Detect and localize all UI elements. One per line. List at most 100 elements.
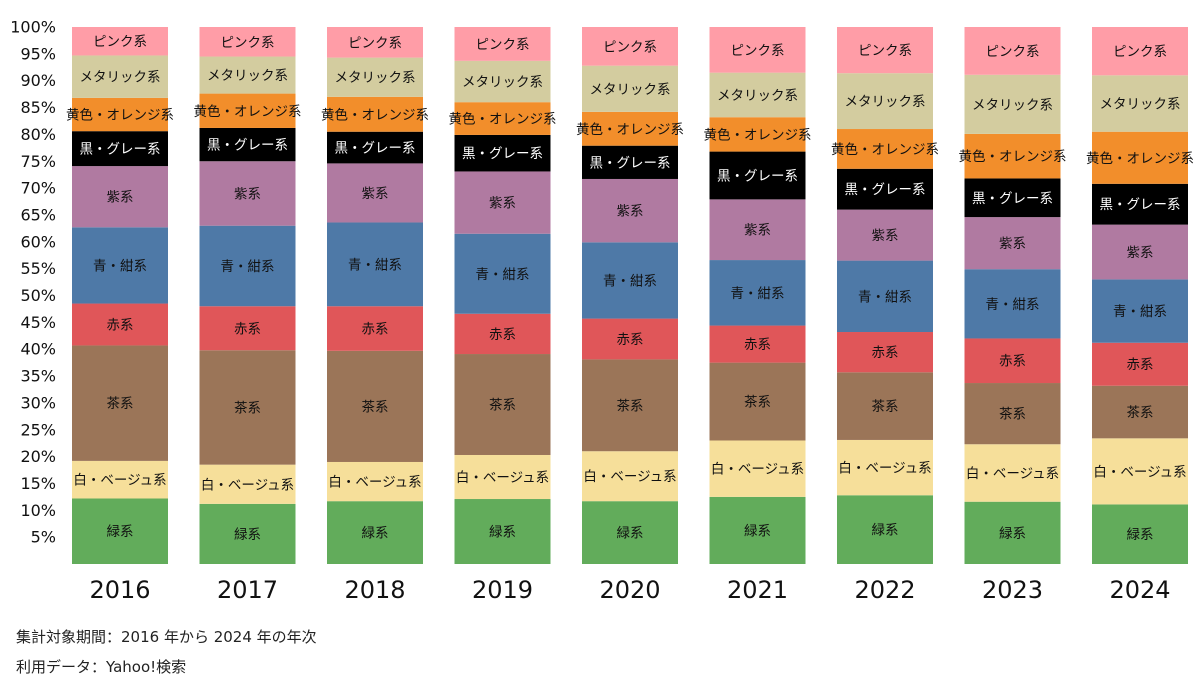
segment-label: 茶系 — [107, 396, 134, 412]
segment-label: 青・紺系 — [476, 267, 530, 283]
bar-segment — [199, 127, 296, 162]
bar-segment — [72, 55, 168, 98]
segment-label: 茶系 — [362, 399, 389, 415]
bar-segment — [327, 350, 423, 462]
bar-segment — [454, 499, 551, 564]
y-axis: 5% 10% 15% 20% 25% 30% 35% 40% 45% 50% 55% 60% 65% 70… — [10, 18, 56, 547]
segment-label: ピンク系 — [1113, 44, 1167, 60]
segment-label: ピンク系 — [603, 39, 657, 55]
segment-label: 紫系 — [234, 186, 261, 202]
x-tick-label: 2019 — [472, 576, 533, 604]
bar-segment — [199, 161, 296, 226]
segment-label: 黄色・オレンジ系 — [194, 103, 302, 120]
y-tick-label: 10% — [20, 501, 56, 520]
bar-segment — [72, 227, 168, 304]
segment-label: メタリック系 — [335, 70, 416, 86]
bar-segment — [1092, 183, 1188, 225]
segment-label: 紫系 — [872, 228, 899, 244]
bar-segment — [72, 460, 168, 499]
segment-label: 赤系 — [1127, 357, 1154, 373]
bar-segment — [582, 359, 678, 452]
segment-label: 茶系 — [744, 395, 771, 411]
bar-segment — [1092, 131, 1188, 184]
stacked-bar-chart: 5% 10% 15% 20% 25% 30% 35% 40% 45% 50% 55% 60% 65% 70… — [10, 18, 1194, 605]
bar-segment — [72, 166, 168, 228]
bar-segment — [964, 338, 1061, 384]
segment-label: 緑系 — [999, 526, 1026, 542]
segment-label: ピンク系 — [476, 37, 530, 53]
bar-segment — [709, 496, 806, 564]
segment-label: 黒・グレー系 — [717, 168, 798, 184]
segment-label: 紫系 — [617, 204, 644, 220]
segment-label: ピンク系 — [986, 44, 1040, 60]
y-tick-label: 40% — [20, 340, 56, 359]
bar-segment — [964, 133, 1061, 179]
bar-segment — [1092, 385, 1188, 439]
segment-label: 茶系 — [234, 400, 261, 416]
bar-segment — [964, 217, 1061, 270]
x-tick-label: 2023 — [982, 576, 1043, 604]
bar-segment — [582, 178, 678, 243]
bar-segment — [582, 501, 678, 564]
bar-segment — [454, 102, 551, 135]
segment-label: 黒・グレー系 — [335, 141, 416, 157]
bar-segment — [582, 451, 678, 502]
x-tick-label: 2022 — [854, 576, 915, 604]
bar-segment — [199, 93, 296, 128]
segment-label: 白・ベージュ系 — [583, 469, 676, 485]
y-tick-label: 70% — [20, 179, 56, 198]
bar-segment — [964, 444, 1061, 502]
y-tick-label: 15% — [20, 474, 56, 493]
bar-segment — [837, 209, 933, 261]
y-tick-label: 75% — [20, 152, 56, 171]
bar-segment — [454, 354, 551, 455]
bar-segment — [964, 178, 1061, 218]
segment-label: 緑系 — [744, 523, 771, 539]
segment-label: 白・ベージュ系 — [201, 477, 294, 493]
bar-segment — [72, 97, 168, 132]
y-tick-label: 80% — [20, 125, 56, 144]
segment-label: 茶系 — [1127, 405, 1154, 421]
segment-label: 青・紺系 — [858, 289, 912, 305]
segment-label: 紫系 — [362, 186, 389, 202]
segment-label: メタリック系 — [845, 94, 926, 110]
segment-label: 茶系 — [617, 398, 644, 414]
x-tick-label: 2017 — [217, 576, 278, 604]
bar-segment — [964, 383, 1061, 445]
segment-label: 白・ベージュ系 — [328, 475, 421, 491]
segment-label: 青・紺系 — [603, 273, 657, 289]
segment-label: 赤系 — [999, 354, 1026, 370]
segment-label: メタリック系 — [207, 68, 288, 84]
segment-label: メタリック系 — [1100, 97, 1181, 113]
segment-label: ピンク系 — [348, 35, 402, 51]
x-tick-label: 2018 — [344, 576, 405, 604]
bar-segment — [72, 498, 168, 564]
segment-label: ピンク系 — [858, 43, 912, 59]
x-tick-label: 2016 — [89, 576, 150, 604]
segment-label: 紫系 — [489, 196, 516, 212]
y-tick-label: 25% — [20, 420, 56, 439]
bar-segment — [709, 440, 806, 497]
y-tick-label: 20% — [20, 447, 56, 466]
bar-segment — [709, 117, 806, 152]
bar-segment — [709, 260, 806, 326]
bar-segment — [709, 199, 806, 261]
segment-label: 白・ベージュ系 — [711, 462, 804, 478]
bar-segment — [327, 222, 423, 307]
y-tick-label: 60% — [20, 232, 56, 251]
segment-label: 紫系 — [744, 223, 771, 239]
period-note: 集計対象期間：2016 年から 2024 年の年次 — [16, 628, 317, 646]
segment-label: 青・紺系 — [93, 258, 147, 274]
y-tick-label: 100% — [10, 18, 56, 37]
bar-segment — [837, 168, 933, 210]
y-tick-label: 65% — [20, 205, 56, 224]
bar-segment — [454, 134, 551, 172]
segment-label: 緑系 — [872, 523, 899, 539]
segment-label: 黄色・オレンジ系 — [321, 106, 429, 123]
bar-segment — [709, 325, 806, 363]
